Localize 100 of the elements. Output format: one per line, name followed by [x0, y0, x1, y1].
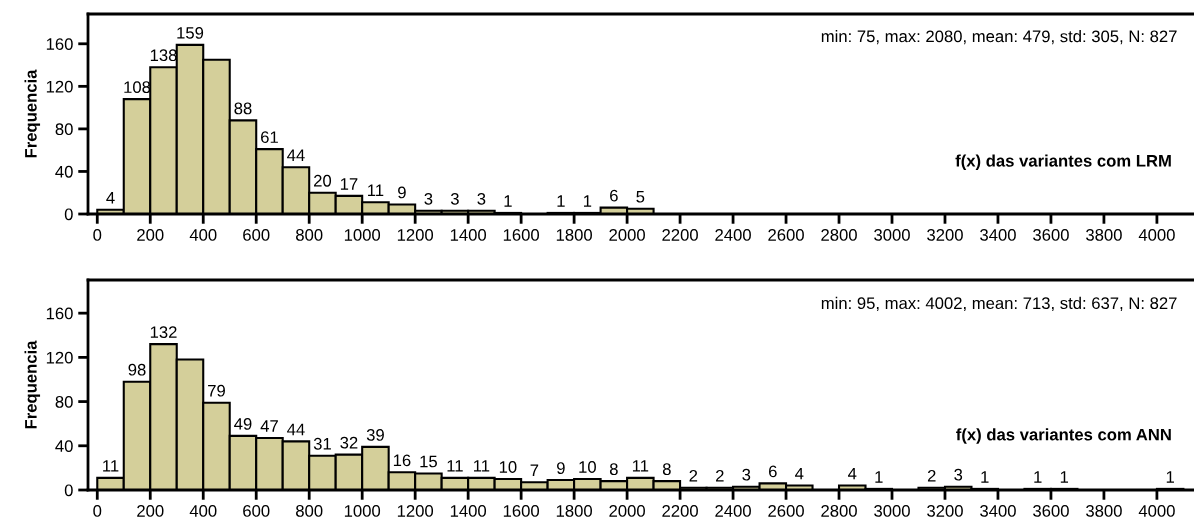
- data-label: 4: [106, 192, 115, 204]
- x-tick-label: 3600: [1033, 229, 1069, 241]
- x-tick-label: 3000: [874, 229, 910, 241]
- x-tick-label: 0: [93, 505, 102, 517]
- y-tick-label: 80: [55, 395, 73, 408]
- x-tick-label: 3400: [980, 505, 1016, 517]
- data-label: 98: [128, 363, 146, 376]
- data-label: 3: [742, 468, 751, 481]
- data-label: 1: [504, 195, 512, 207]
- x-tick-label: 2400: [715, 505, 751, 517]
- data-label: 44: [287, 423, 305, 436]
- y-axis-title: Frequencia: [24, 69, 41, 158]
- y-axis-title: Frequencia: [24, 340, 41, 429]
- data-label: 1: [1166, 471, 1174, 483]
- data-label: 17: [340, 178, 358, 190]
- x-tick-label: 3800: [1086, 229, 1122, 241]
- data-label: 9: [557, 462, 565, 474]
- x-tick-label: 1400: [450, 505, 487, 517]
- x-tick-label: 1400: [450, 229, 487, 241]
- x-tick-label: 1800: [556, 229, 592, 241]
- x-tick-label: 2200: [662, 505, 698, 517]
- x-tick-label: 2200: [662, 229, 698, 241]
- x-tick-label: 1000: [344, 505, 381, 517]
- x-tick-label: 3600: [1033, 505, 1069, 517]
- x-tick-label: 2600: [768, 229, 804, 241]
- data-label: 1: [981, 471, 989, 483]
- data-label: 15: [420, 455, 437, 468]
- data-label: 11: [103, 460, 119, 472]
- data-label: 11: [474, 460, 490, 472]
- data-label: 10: [499, 461, 517, 473]
- data-label: 49: [234, 417, 252, 430]
- annotation: min: 95, max: 4002, mean: 713, std: 637, N: 827: [821, 296, 1177, 312]
- data-label: 7: [530, 464, 539, 477]
- data-label: 8: [609, 463, 618, 476]
- x-tick-label: 600: [243, 229, 270, 241]
- x-tick-label: 1800: [556, 505, 592, 517]
- x-tick-label: 600: [243, 505, 270, 517]
- data-label: 3: [450, 192, 459, 205]
- data-label: 20: [314, 174, 332, 187]
- data-label: 11: [632, 460, 649, 472]
- data-label: 5: [636, 190, 645, 203]
- data-label: 1: [557, 195, 565, 207]
- data-label: 31: [313, 437, 331, 450]
- x-tick-label: 1600: [503, 505, 540, 517]
- y-tick-label: 0: [64, 484, 73, 497]
- x-tick-label: 200: [137, 505, 164, 517]
- data-label: 39: [366, 429, 384, 441]
- data-label: 4: [848, 467, 857, 480]
- x-tick-label: 400: [189, 505, 217, 517]
- data-label: 11: [447, 460, 463, 472]
- x-tick-label: 400: [189, 229, 217, 241]
- data-label: 44: [287, 149, 305, 161]
- data-label: 159: [177, 26, 204, 39]
- y-tick-label: 160: [46, 307, 73, 320]
- data-label: 4: [795, 467, 804, 480]
- x-tick-label: 2800: [821, 229, 857, 241]
- x-tick-label: 2600: [768, 505, 804, 517]
- x-tick-label: 1200: [397, 229, 434, 241]
- x-tick-label: 2000: [609, 505, 645, 517]
- data-label: 3: [477, 192, 486, 205]
- x-tick-label: 4000: [1138, 505, 1175, 517]
- data-label: 1: [1034, 471, 1042, 483]
- data-label: 32: [340, 436, 358, 449]
- x-tick-label: 1200: [397, 505, 434, 517]
- data-label: 6: [610, 189, 618, 202]
- data-label: 3: [954, 468, 963, 481]
- data-label: 16: [393, 454, 411, 467]
- data-label: 2: [716, 469, 724, 482]
- text: f(x) das variantes com ANN: [956, 428, 1171, 444]
- data-label: 6: [769, 465, 777, 478]
- y-tick-label: 120: [46, 351, 73, 364]
- x-tick-label: 200: [137, 229, 164, 241]
- x-tick-label: 3200: [927, 229, 963, 241]
- annotation: min: 75, max: 2080, mean: 479, std: 305, N: 827: [821, 30, 1177, 45]
- y-tick-label: 120: [46, 80, 73, 93]
- data-label: 8: [662, 463, 671, 476]
- x-tick-label: 3200: [927, 505, 963, 517]
- y-tick-label: 40: [55, 440, 73, 452]
- y-tick-label: 40: [55, 165, 73, 178]
- data-label: 11: [368, 184, 384, 197]
- x-tick-label: 4000: [1138, 229, 1175, 241]
- x-tick-label: 800: [296, 229, 323, 241]
- x-tick-label: 2000: [609, 229, 645, 241]
- data-label: 138: [150, 49, 177, 62]
- x-tick-label: 3400: [980, 229, 1016, 241]
- data-label: 2: [689, 469, 698, 482]
- x-tick-label: 0: [93, 229, 102, 241]
- data-label: 1: [875, 471, 883, 483]
- data-label: 3: [424, 192, 433, 205]
- y-tick-label: 80: [55, 123, 73, 136]
- x-tick-label: 2400: [715, 229, 751, 241]
- data-label: 61: [261, 131, 278, 144]
- data-label: 1: [1060, 471, 1069, 483]
- data-label: 132: [150, 326, 177, 339]
- data-label: 1: [583, 195, 592, 207]
- data-label: 10: [579, 461, 596, 473]
- y-tick-label: 160: [46, 38, 73, 50]
- data-label: 47: [260, 420, 278, 432]
- x-tick-label: 2800: [821, 505, 857, 517]
- data-label: 88: [234, 102, 252, 115]
